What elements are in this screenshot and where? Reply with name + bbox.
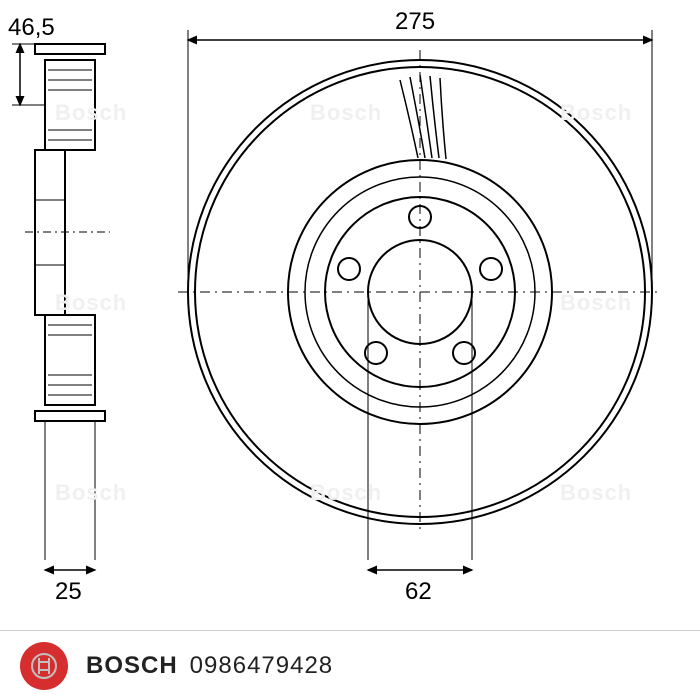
brand-bar: BOSCH 0986479428	[0, 630, 700, 700]
diagram-canvas: Bosch Bosch Bosch Bosch Bosch Bosch Bosc…	[0, 0, 700, 700]
dim-outer-diameter-label: 275	[395, 8, 435, 36]
dim-thickness-label: 25	[55, 578, 82, 606]
front-view	[178, 50, 662, 534]
technical-drawing	[0, 0, 700, 630]
dimension-lines	[12, 30, 652, 570]
dim-height-label: 46,5	[8, 14, 55, 42]
side-view	[25, 44, 110, 525]
brand-label: BOSCH	[86, 652, 178, 680]
part-number-label: 0986479428	[190, 652, 333, 680]
bosch-logo-icon	[20, 642, 68, 690]
dim-hub-bore-label: 62	[405, 578, 432, 606]
